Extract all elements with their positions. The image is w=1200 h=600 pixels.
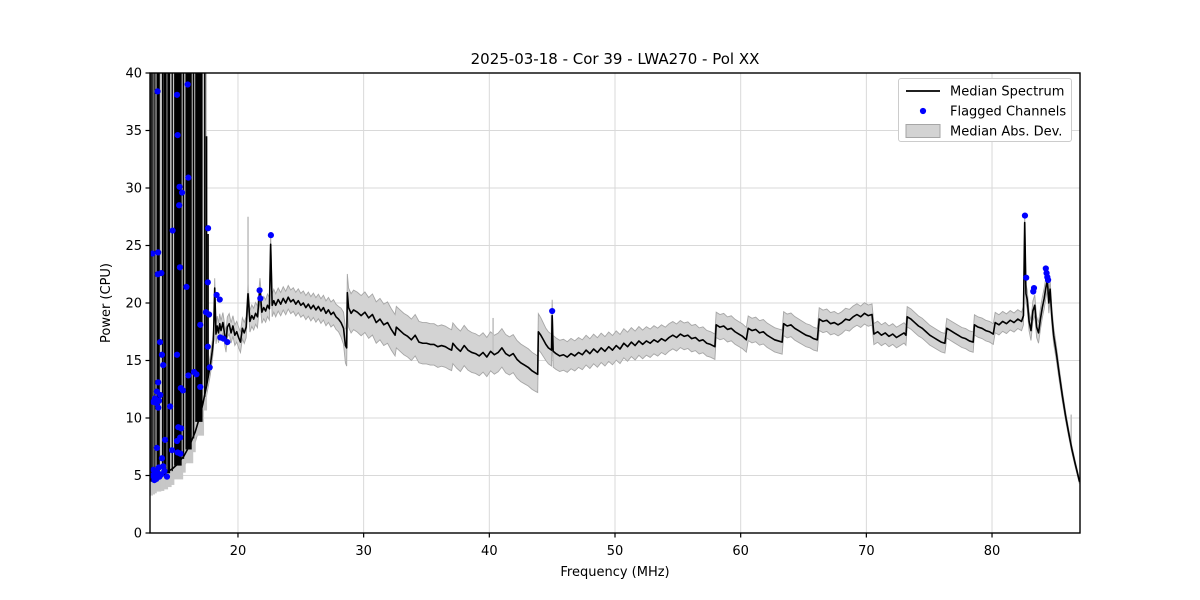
rfi-spike-band bbox=[195, 73, 203, 422]
flagged-channel-point bbox=[197, 383, 204, 391]
legend: Median Spectrum Flagged Channels Median … bbox=[898, 78, 1072, 142]
x-tick-label: 60 bbox=[732, 544, 749, 559]
flagged-channel-point bbox=[193, 371, 200, 378]
flagged-channel-point bbox=[158, 455, 166, 462]
flagged-channel-point bbox=[169, 227, 176, 234]
flagged-channel-point bbox=[1042, 265, 1049, 272]
flagged-channel-point bbox=[173, 91, 181, 98]
flagged-channel-point bbox=[1021, 212, 1029, 219]
flagged-channel-point bbox=[150, 250, 156, 257]
rfi-spike-band bbox=[171, 73, 173, 472]
flagged-channel-point bbox=[257, 295, 264, 302]
flagged-channel-point bbox=[213, 291, 220, 299]
y-tick-label: 35 bbox=[125, 124, 142, 139]
median-spectrum-line bbox=[150, 221, 1080, 483]
flagged-channel-point bbox=[204, 225, 212, 232]
flagged-channel-point bbox=[163, 473, 171, 480]
y-tick-label: 10 bbox=[125, 412, 142, 427]
y-tick-label: 25 bbox=[125, 239, 142, 254]
legend-label-median-spectrum: Median Spectrum bbox=[950, 85, 1064, 100]
flagged-channel-point bbox=[179, 387, 187, 394]
rfi-spike-band bbox=[204, 73, 206, 397]
clipped-plot-layers bbox=[150, 73, 1080, 496]
flagged-channel-point bbox=[176, 264, 184, 271]
y-tick-label: 40 bbox=[125, 67, 142, 82]
x-tick-label: 30 bbox=[355, 544, 372, 559]
flagged-channel-point bbox=[216, 296, 223, 303]
legend-patch-sample-icon bbox=[905, 124, 941, 138]
rfi-spike-band bbox=[192, 73, 195, 439]
flagged-channel-point bbox=[224, 339, 231, 346]
flagged-channel-point bbox=[549, 307, 556, 315]
flagged-channel-point bbox=[1023, 274, 1030, 281]
y-tick-label: 30 bbox=[125, 182, 142, 197]
rfi-spike-band bbox=[152, 73, 154, 481]
flagged-channel-point bbox=[256, 287, 263, 294]
flagged-channel-point bbox=[178, 425, 185, 432]
x-tick-label: 80 bbox=[984, 544, 1001, 559]
rfi-spike-band bbox=[150, 73, 152, 482]
flagged-channel-point bbox=[206, 364, 213, 371]
flagged-channel-point bbox=[154, 88, 161, 95]
rfi-spike-band bbox=[182, 73, 185, 459]
x-tick-label: 20 bbox=[230, 544, 247, 559]
x-tick-label: 70 bbox=[858, 544, 875, 559]
legend-marker-sample-icon bbox=[919, 107, 927, 115]
flagged-channel-point bbox=[1030, 284, 1038, 292]
flagged-channel-point bbox=[160, 463, 167, 470]
flagged-channel-point bbox=[158, 351, 166, 358]
flagged-channel-point bbox=[160, 362, 167, 369]
flagged-channel-point bbox=[155, 379, 162, 386]
flagged-channel-point bbox=[184, 81, 191, 88]
flagged-channel-point bbox=[153, 444, 161, 451]
flagged-channel-point bbox=[204, 343, 211, 350]
rfi-spike-band bbox=[185, 73, 192, 450]
flagged-channel-point bbox=[185, 174, 192, 181]
flagged-channel-point bbox=[176, 202, 183, 209]
flagged-channel-point bbox=[267, 232, 274, 239]
x-tick-label: 50 bbox=[607, 544, 624, 559]
y-axis-label: Power (CPU) bbox=[99, 263, 114, 343]
legend-label-median-abs-dev: Median Abs. Dev. bbox=[950, 125, 1062, 140]
flagged-channel-point bbox=[158, 270, 165, 277]
flagged-channel-point bbox=[174, 132, 181, 139]
x-tick-label: 40 bbox=[481, 544, 498, 559]
flagged-channel-point bbox=[178, 189, 186, 196]
y-tick-label: 15 bbox=[125, 354, 142, 369]
flagged-channel-point bbox=[155, 397, 163, 404]
flagged-channel-point bbox=[155, 249, 162, 256]
legend-box bbox=[898, 78, 1072, 142]
rfi-spike-band bbox=[167, 73, 171, 474]
plot-area: 20 30 40 50 60 70 80 0 5 10 15 20 25 30 35 40 bbox=[125, 67, 1081, 559]
y-tick-label: 5 bbox=[134, 469, 142, 484]
flagged-channel-point bbox=[1044, 276, 1052, 284]
flagged-channel-point bbox=[183, 283, 190, 290]
rfi-spike-band bbox=[163, 73, 167, 476]
chart-title: 2025-03-18 - Cor 39 - LWA270 - Pol XX bbox=[471, 50, 760, 68]
flagged-channel-point bbox=[205, 311, 213, 318]
legend-label-flagged-channels: Flagged Channels bbox=[950, 105, 1066, 120]
flagged-channel-point bbox=[176, 183, 183, 190]
flagged-channel-point bbox=[167, 403, 174, 410]
flagged-channel-point bbox=[204, 279, 211, 286]
rfi-spike-band bbox=[154, 73, 156, 480]
flagged-channel-point bbox=[156, 339, 164, 346]
x-axis-label: Frequency (MHz) bbox=[560, 565, 669, 580]
flagged-channel-point bbox=[174, 449, 181, 456]
flagged-channel-point bbox=[161, 436, 169, 443]
flagged-channel-point bbox=[197, 321, 204, 328]
flagged-channel-point bbox=[153, 388, 161, 395]
y-tick-label: 20 bbox=[125, 297, 142, 312]
y-tick-label: 0 bbox=[134, 527, 142, 542]
flagged-channel-point bbox=[185, 372, 192, 379]
flagged-channel-point bbox=[173, 351, 181, 358]
flagged-channel-point bbox=[168, 447, 176, 454]
flagged-channel-point bbox=[177, 434, 184, 441]
